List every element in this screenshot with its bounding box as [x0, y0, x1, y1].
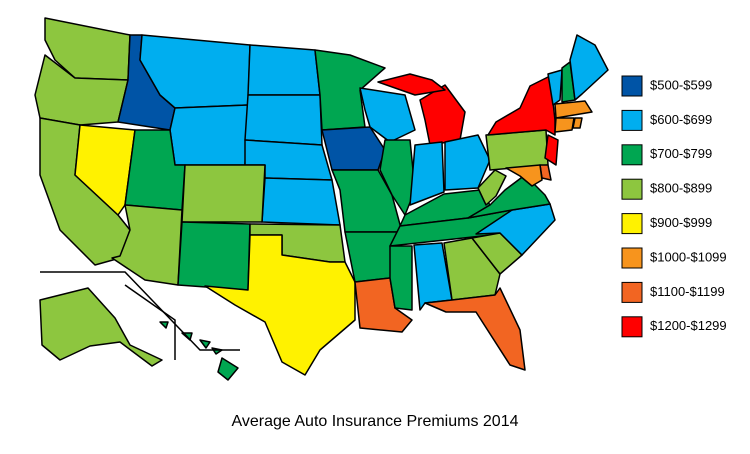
state [34, 54, 129, 126]
legend-label: $700-$799 [650, 146, 712, 161]
state [181, 164, 266, 223]
inset-border [124, 284, 176, 360]
state [419, 84, 466, 146]
legend-label: $1100-$1199 [650, 284, 725, 299]
state [424, 287, 526, 371]
legend-label: $600-$699 [650, 112, 712, 127]
state [247, 44, 321, 96]
state [443, 237, 501, 301]
state [572, 117, 583, 129]
state [74, 124, 136, 216]
legend-swatch [621, 213, 643, 235]
state [217, 357, 239, 381]
state [211, 347, 223, 355]
state [244, 94, 323, 146]
state [199, 339, 211, 349]
state [544, 134, 559, 166]
state [169, 104, 249, 166]
state [487, 75, 556, 136]
state [444, 134, 491, 191]
us-map [34, 17, 609, 381]
legend: $500-$599 $600-$699 $700-$799 $800-$899 $900… [621, 75, 727, 338]
state [409, 141, 445, 206]
legend-label: $500-$599 [650, 77, 712, 92]
state [377, 73, 446, 96]
legend-swatch [621, 178, 643, 200]
state [314, 49, 386, 131]
legend-label: $800-$899 [650, 181, 712, 196]
legend-swatch [621, 109, 643, 131]
legend-swatch [621, 281, 643, 303]
map-title: Average Auto Insurance Premiums 2014 [232, 413, 519, 430]
state [261, 177, 341, 226]
state [505, 164, 543, 187]
state [547, 69, 563, 106]
state [389, 245, 413, 311]
state [204, 234, 356, 376]
state [569, 34, 609, 101]
state [477, 169, 507, 206]
state [485, 129, 549, 171]
state [554, 100, 593, 119]
legend-label: $900-$999 [650, 215, 712, 230]
state [554, 117, 575, 133]
state [177, 221, 251, 291]
legend-label: $1200-$1299 [650, 318, 727, 333]
state [159, 321, 169, 329]
state [321, 126, 386, 171]
legend-swatch [621, 316, 643, 338]
state [39, 287, 163, 367]
legend-swatch [621, 247, 643, 269]
legend-swatch [621, 75, 643, 97]
legend-label: $1000-$1099 [650, 249, 727, 264]
legend-swatch [621, 144, 643, 166]
